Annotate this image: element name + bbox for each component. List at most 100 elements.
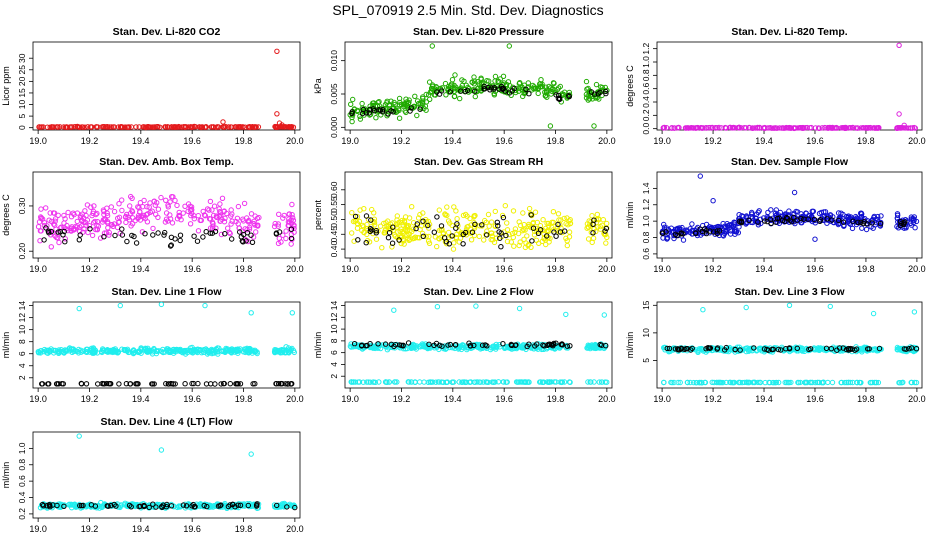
data-point: [675, 347, 681, 353]
data-point: [434, 214, 440, 220]
data-point: [367, 106, 373, 113]
data-point: [669, 125, 675, 131]
data-point: [119, 207, 125, 214]
x-tick-label: 19.6: [806, 394, 824, 404]
data-point: [59, 381, 65, 387]
data-point: [753, 211, 760, 218]
data-point: [846, 216, 852, 222]
data-point: [286, 347, 292, 353]
data-point: [140, 124, 146, 130]
data-point: [165, 218, 171, 224]
data-point: [509, 342, 515, 349]
data-point: [62, 124, 69, 130]
panel-title: Stan. Dev. Sample Flow: [731, 156, 849, 168]
data-point: [244, 230, 251, 236]
data-point: [423, 91, 429, 98]
data-point: [756, 125, 763, 131]
data-point: [696, 379, 703, 386]
data-point: [396, 115, 403, 121]
y-tick-label: 15: [641, 300, 651, 310]
data-point: [539, 84, 546, 90]
data-point: [62, 236, 69, 242]
data-point: [685, 125, 691, 131]
data-point: [837, 348, 843, 354]
data-point: [850, 218, 856, 224]
data-point: [816, 379, 822, 386]
data-point: [169, 220, 176, 226]
data-point: [386, 230, 393, 236]
data-point: [355, 379, 361, 385]
data-point: [532, 86, 538, 92]
data-point: [835, 217, 842, 224]
data-point: [396, 342, 403, 348]
data-point: [210, 221, 216, 227]
data-point: [68, 225, 75, 232]
data-point: [180, 348, 186, 355]
x-tick-label: 19.8: [235, 394, 253, 404]
data-point: [473, 303, 479, 309]
plot-frame: [32, 431, 301, 519]
data-point: [594, 211, 600, 218]
data-point: [564, 238, 570, 244]
y-axis-label: degrees C: [1, 194, 11, 236]
data-point: [732, 349, 738, 355]
data-point: [538, 77, 544, 83]
data-point: [74, 123, 81, 130]
data-point: [567, 343, 573, 349]
data-point: [211, 212, 217, 219]
data-point: [744, 379, 750, 385]
data-point: [587, 379, 593, 385]
y-tick-label: 30: [17, 53, 27, 63]
data-point: [677, 379, 683, 386]
data-point: [177, 232, 184, 238]
data-point: [525, 242, 531, 249]
data-point: [436, 207, 442, 213]
data-point: [163, 381, 169, 387]
data-point: [110, 124, 116, 130]
panel-line3: Stan. Dev. Line 3 Flow ml/min 19.0 19.2 19.4…: [625, 286, 926, 404]
data-point: [283, 347, 289, 353]
data-point: [92, 503, 99, 509]
data-point: [532, 343, 538, 349]
data-point: [368, 217, 374, 223]
data-point: [78, 349, 84, 355]
data-point: [228, 207, 234, 213]
data-point: [376, 107, 382, 113]
data-point: [235, 203, 242, 210]
data-point: [207, 225, 214, 231]
data-point: [602, 228, 608, 234]
data-point: [183, 503, 190, 509]
y-tick-label: 4: [17, 363, 27, 368]
series-reference: [659, 214, 908, 239]
plot-frame: [344, 171, 613, 259]
series-reference: [351, 340, 609, 350]
data-point: [525, 379, 532, 385]
data-point: [537, 379, 543, 385]
data-point: [188, 212, 194, 219]
data-point: [168, 381, 174, 387]
data-point: [119, 124, 126, 130]
data-point: [376, 342, 382, 348]
data-point: [449, 81, 455, 87]
y-tick-label: 10: [17, 325, 27, 335]
data-point: [41, 237, 47, 243]
data-point: [168, 124, 175, 130]
data-point: [798, 215, 804, 222]
data-point: [458, 88, 464, 94]
data-point: [723, 227, 729, 234]
data-point: [462, 379, 468, 386]
data-point: [191, 213, 197, 219]
x-tick-label: 19.0: [29, 136, 47, 146]
x-tick-label: 19.6: [495, 264, 513, 274]
data-point: [509, 88, 515, 94]
data-point: [533, 237, 540, 244]
data-point: [235, 346, 241, 353]
data-point: [360, 379, 366, 385]
data-point: [99, 349, 105, 356]
data-point: [589, 213, 595, 219]
data-point: [451, 240, 457, 246]
y-tick-label: 0.2: [17, 508, 27, 520]
data-point: [878, 213, 884, 219]
data-point: [246, 124, 252, 130]
data-point: [790, 214, 797, 221]
